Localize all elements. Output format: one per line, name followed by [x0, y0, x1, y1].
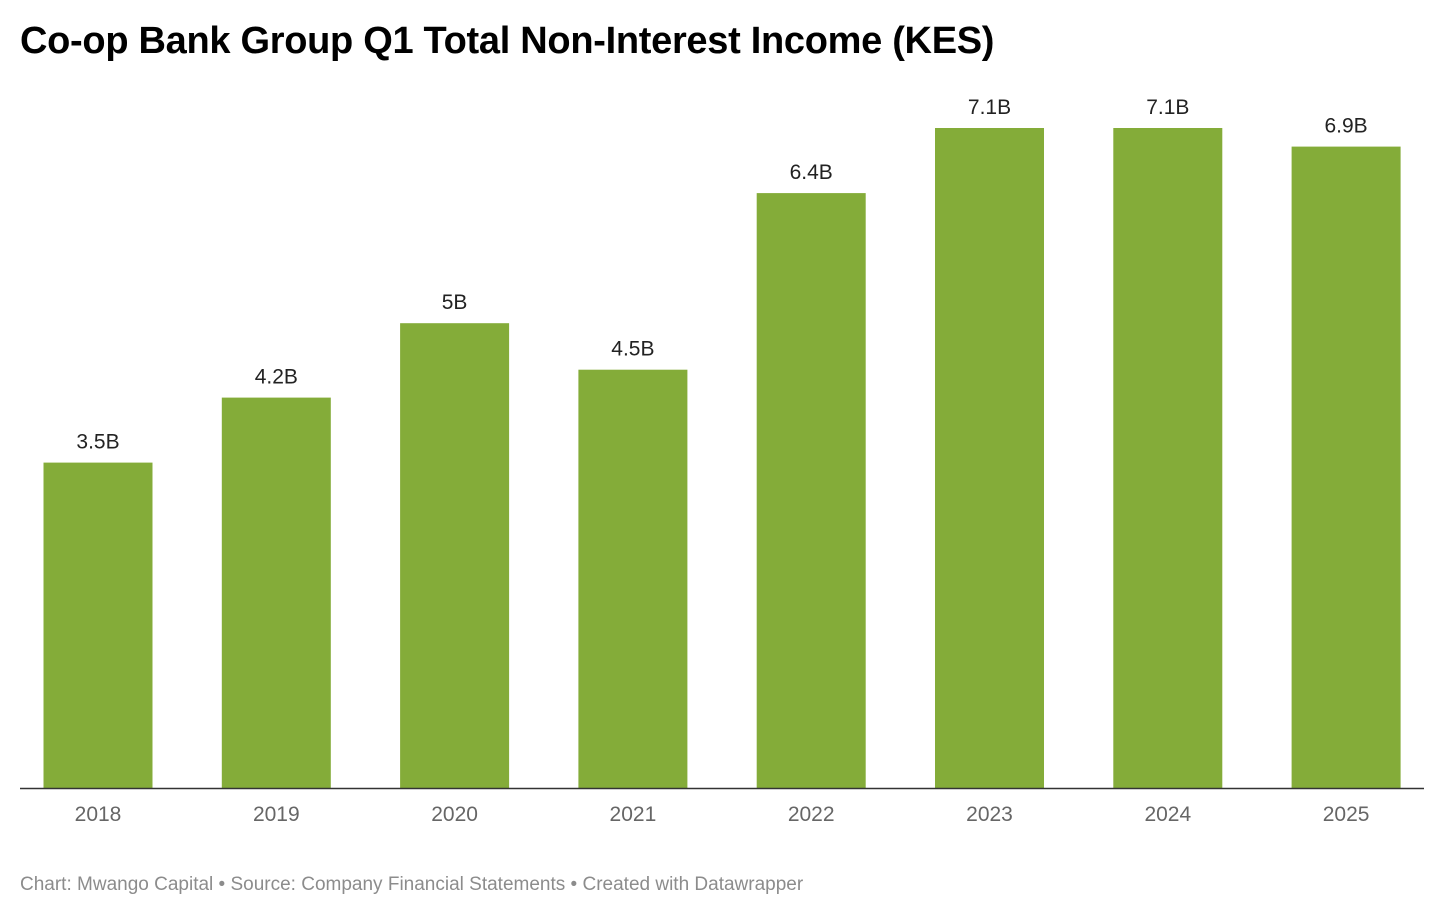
datawrapper-credit: Created with Datawrapper [582, 874, 804, 895]
data-label-2024: 7.1B [1146, 96, 1189, 119]
x-tick-label-2020: 2020 [431, 803, 478, 826]
data-label-2018: 3.5B [76, 431, 119, 454]
chart-title: Co-op Bank Group Q1 Total Non-Interest I… [20, 20, 995, 62]
footer-separator: • [218, 874, 226, 895]
data-label-2022: 6.4B [790, 161, 833, 184]
bar-2019 [221, 397, 331, 788]
x-tick-label-2022: 2022 [788, 803, 835, 826]
data-label-2020: 5B [442, 291, 468, 314]
data-label-group: 3.5B 4.2B 5B 4.5B 6.4B 7.1B 7.1B 6.9B [76, 96, 1367, 454]
bar-2023 [935, 128, 1044, 788]
x-tick-label-2023: 2023 [966, 803, 1013, 826]
x-axis-tick-labels: 2018 2019 2020 2021 2022 2023 2024 2025 [75, 803, 1370, 826]
data-label-2023: 7.1B [968, 96, 1011, 119]
footer-separator: • [570, 874, 578, 895]
bar-2024 [1113, 128, 1223, 788]
chart-footer: Chart: Mwango Capital • Source: Company … [20, 874, 803, 896]
data-label-2021: 4.5B [611, 338, 654, 361]
bar-2020 [400, 323, 510, 788]
source-text: Source: Company Financial Statements [230, 874, 566, 895]
bar-2025 [1291, 146, 1401, 789]
bar-2022 [756, 193, 866, 789]
x-tick-label-2024: 2024 [1144, 803, 1191, 826]
x-tick-label-2018: 2018 [75, 803, 122, 826]
credit-text: Chart: Mwango Capital [20, 874, 214, 895]
data-label-2025: 6.9B [1324, 115, 1367, 138]
bar-group [43, 128, 1401, 789]
x-tick-label-2019: 2019 [253, 803, 300, 826]
x-tick-label-2021: 2021 [610, 803, 657, 826]
bar-2018 [43, 462, 153, 788]
bar-2021 [578, 369, 688, 788]
data-label-2019: 4.2B [255, 366, 298, 389]
x-tick-label-2025: 2025 [1323, 803, 1370, 826]
